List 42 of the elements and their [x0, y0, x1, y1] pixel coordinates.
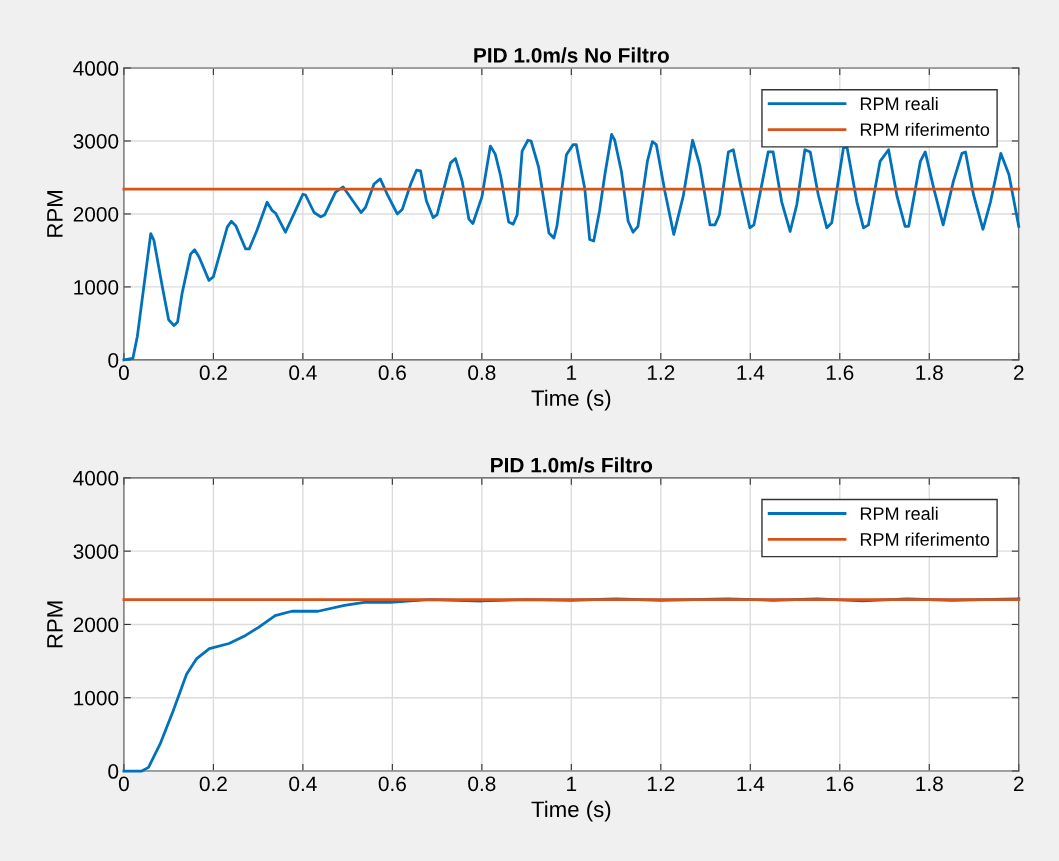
- x-axis-title: Time (s): [531, 389, 611, 411]
- x-tick-label: 1.2: [647, 776, 675, 791]
- y-tick-label: 2000: [73, 206, 119, 222]
- x-tick-label: 0.6: [378, 365, 406, 381]
- x-tick-label: 0.8: [468, 776, 496, 792]
- legend-label: RPM reali: [860, 506, 938, 521]
- x-tick-label: 1.4: [737, 776, 765, 791]
- y-tick-label: 4000: [73, 470, 119, 486]
- x-tick-label: 0: [118, 776, 129, 792]
- y-tick-label: 0: [108, 764, 119, 779]
- y-tick-label: 1000: [74, 690, 119, 706]
- x-tick-label: 0.4: [289, 365, 317, 381]
- x-tick-label: 0: [118, 365, 129, 381]
- y-tick-label: 2000: [73, 617, 119, 633]
- x-axis-title: Time (s): [531, 800, 611, 822]
- y-tick-label: 3000: [73, 544, 119, 559]
- chart-title: PID 1.0m/s No Filtro: [474, 47, 669, 63]
- x-tick-label: 1.6: [826, 776, 854, 792]
- y-tick-label: 1000: [74, 279, 119, 295]
- legend-label: RPM reali: [860, 96, 938, 111]
- x-tick-label: 0.2: [199, 776, 227, 792]
- x-tick-label: 1.8: [916, 365, 943, 381]
- legend-label: RPM riferimento: [860, 122, 990, 137]
- y-tick-label: 0: [108, 352, 119, 368]
- x-tick-label: 1.6: [826, 365, 854, 381]
- x-tick-label: 1: [567, 365, 577, 380]
- x-tick-label: 2: [1014, 776, 1024, 791]
- legend-label: RPM riferimento: [860, 532, 990, 546]
- chart-title: PID 1.0m/s Filtro: [491, 457, 653, 473]
- x-tick-label: 0.4: [289, 776, 317, 792]
- x-tick-label: 1.8: [916, 776, 943, 792]
- y-tick-label: 4000: [73, 61, 119, 76]
- y-tick-label: 3000: [73, 133, 119, 149]
- x-tick-label: 0.6: [378, 776, 406, 792]
- x-tick-label: 1.4: [737, 365, 765, 380]
- x-tick-label: 2: [1014, 365, 1024, 380]
- x-tick-label: 0.2: [199, 365, 227, 381]
- x-tick-label: 0.8: [468, 365, 496, 381]
- x-tick-label: 1.2: [647, 365, 675, 380]
- y-axis-title: RPM: [47, 601, 63, 648]
- x-tick-label: 1: [567, 776, 577, 791]
- y-axis-title: RPM: [47, 191, 63, 237]
